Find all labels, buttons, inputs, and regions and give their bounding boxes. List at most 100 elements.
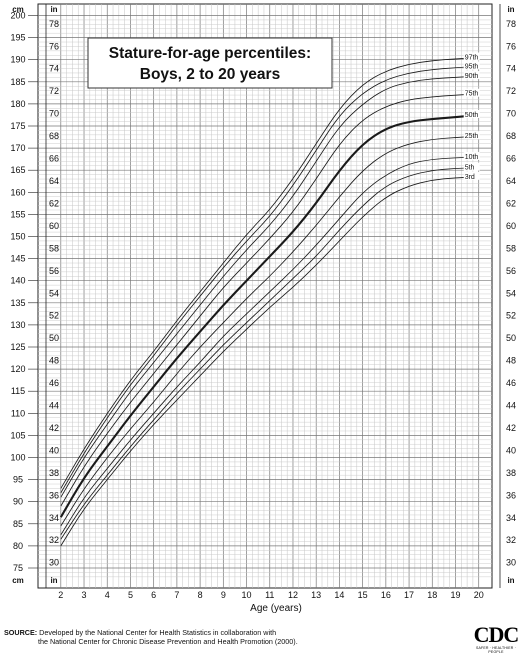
label-10th: 10th — [465, 154, 479, 161]
in-tick-label-left: 60 — [49, 221, 59, 231]
in-tick-label-right: 68 — [506, 131, 516, 141]
x-tick-label: 2 — [58, 590, 63, 600]
in-tick-label-right: 34 — [506, 513, 516, 523]
x-tick-label: 16 — [381, 590, 391, 600]
x-tick-label: 20 — [474, 590, 484, 600]
in-tick-label-left: 54 — [49, 288, 59, 298]
cm-tick-label: 135 — [10, 298, 25, 308]
in-tick-label-left: 38 — [49, 468, 59, 478]
in-tick-label-left: 50 — [49, 333, 59, 343]
cm-tick-label: 140 — [10, 276, 25, 286]
x-tick-label: 10 — [242, 590, 252, 600]
in-tick-label-left: 70 — [49, 109, 59, 119]
cm-tick-label: 150 — [10, 232, 25, 242]
cm-tick-label: 160 — [10, 187, 25, 197]
cm-tick-label: 200 — [10, 11, 25, 21]
in-tick-label-right: 78 — [506, 19, 516, 29]
in-tick-label-right: 70 — [506, 109, 516, 119]
in-tick-label-right: 72 — [506, 86, 516, 96]
x-tick-label: 5 — [128, 590, 133, 600]
curve-95th — [60, 65, 479, 494]
source-line2: the National Center for Chronic Disease … — [38, 637, 298, 646]
in-tick-label-left: 74 — [49, 64, 59, 74]
in-tick-label-right: 42 — [506, 423, 516, 433]
grid — [37, 3, 501, 589]
in-tick-label-left: 76 — [49, 41, 59, 51]
cdc-logo-mark: CDC — [473, 622, 520, 647]
source-line1: Developed by the National Center for Hea… — [39, 628, 277, 637]
label-bg-10th — [463, 151, 480, 160]
in-tick-label-right: 36 — [506, 490, 516, 500]
label-bg-50th — [463, 109, 480, 118]
axis-labels: 7580859095100105110115120125130135140145… — [10, 11, 516, 601]
left-unit-top: cm — [12, 5, 24, 14]
label-25th: 25th — [465, 133, 479, 140]
label-95th: 95th — [465, 63, 479, 70]
cm-tick-label: 195 — [10, 33, 25, 43]
in-tick-label-left: 44 — [49, 401, 59, 411]
curve-25th — [60, 135, 479, 527]
in-tick-label-left: 30 — [49, 558, 59, 568]
in-tick-label-right: 38 — [506, 468, 516, 478]
percentile-curves: 97th 95th 90th 75th 50th 25th 10th 5th 3rd — [59, 52, 480, 547]
label-5th: 5th — [465, 165, 475, 172]
in-tick-label-right: 66 — [506, 154, 516, 164]
curve-50th — [59, 113, 479, 518]
x-tick-label: 15 — [358, 590, 368, 600]
cm-tick-label: 165 — [10, 165, 25, 175]
cm-tick-label: 185 — [10, 77, 25, 87]
label-bg-90th — [463, 71, 480, 80]
in-tick-label-left: 62 — [49, 198, 59, 208]
cdc-logo-tagline: SAFER · HEALTHIER · PEOPLE — [475, 646, 517, 654]
cm-tick-label: 95 — [13, 475, 23, 485]
in-tick-label-left: 64 — [49, 176, 59, 186]
right-unit-bottom-left: in — [50, 576, 57, 585]
chart-title-line2: Boys, 2 to 20 years — [140, 66, 280, 83]
label-bg-5th — [463, 162, 480, 171]
label-90th: 90th — [465, 73, 479, 80]
in-tick-label-right: 60 — [506, 221, 516, 231]
x-tick-label: 11 — [265, 590, 274, 600]
in-tick-label-right: 50 — [506, 333, 516, 343]
in-tick-label-right: 54 — [506, 288, 516, 298]
in-tick-label-right: 52 — [506, 311, 516, 321]
cm-tick-label: 175 — [10, 121, 25, 131]
in-tick-label-right: 58 — [506, 243, 516, 253]
in-tick-label-right: 62 — [506, 198, 516, 208]
x-axis-title: Age (years) — [250, 603, 302, 614]
x-tick-label: 14 — [334, 590, 344, 600]
curve-97th — [60, 57, 479, 489]
x-tick-label: 3 — [82, 590, 87, 600]
label-bg-75th — [463, 88, 480, 97]
in-tick-label-left: 36 — [49, 490, 59, 500]
in-tick-label-right: 44 — [506, 401, 516, 411]
x-tick-label: 7 — [174, 590, 179, 600]
in-tick-label-right: 76 — [506, 41, 516, 51]
right-unit-top-right: in — [507, 5, 514, 14]
in-tick-label-left: 72 — [49, 86, 59, 96]
in-tick-label-left: 56 — [49, 266, 59, 276]
label-3rd: 3rd — [465, 174, 475, 181]
label-bg-25th — [463, 131, 480, 140]
cm-tick-label: 90 — [13, 497, 23, 507]
x-tick-label: 19 — [450, 590, 460, 600]
in-tick-label-right: 30 — [506, 558, 516, 568]
cdc-logo: CDC SAFER · HEALTHIER · PEOPLE — [468, 622, 524, 655]
in-tick-label-left: 46 — [49, 378, 59, 388]
x-tick-label: 8 — [198, 590, 203, 600]
cm-tick-label: 105 — [10, 430, 25, 440]
curve-75th — [60, 93, 479, 507]
cm-tick-label: 155 — [10, 209, 25, 219]
chart-title-line1: Stature-for-age percentiles: — [109, 45, 311, 62]
right-unit-bottom-right: in — [507, 576, 514, 585]
cm-tick-label: 180 — [10, 99, 25, 109]
in-tick-label-left: 66 — [49, 154, 59, 164]
in-tick-label-left: 32 — [49, 535, 59, 545]
cm-tick-label: 80 — [13, 541, 23, 551]
x-tick-label: 18 — [427, 590, 437, 600]
in-tick-label-right: 46 — [506, 378, 516, 388]
cm-tick-label: 120 — [10, 364, 25, 374]
in-tick-label-right: 74 — [506, 64, 516, 74]
cm-tick-label: 125 — [10, 342, 25, 352]
